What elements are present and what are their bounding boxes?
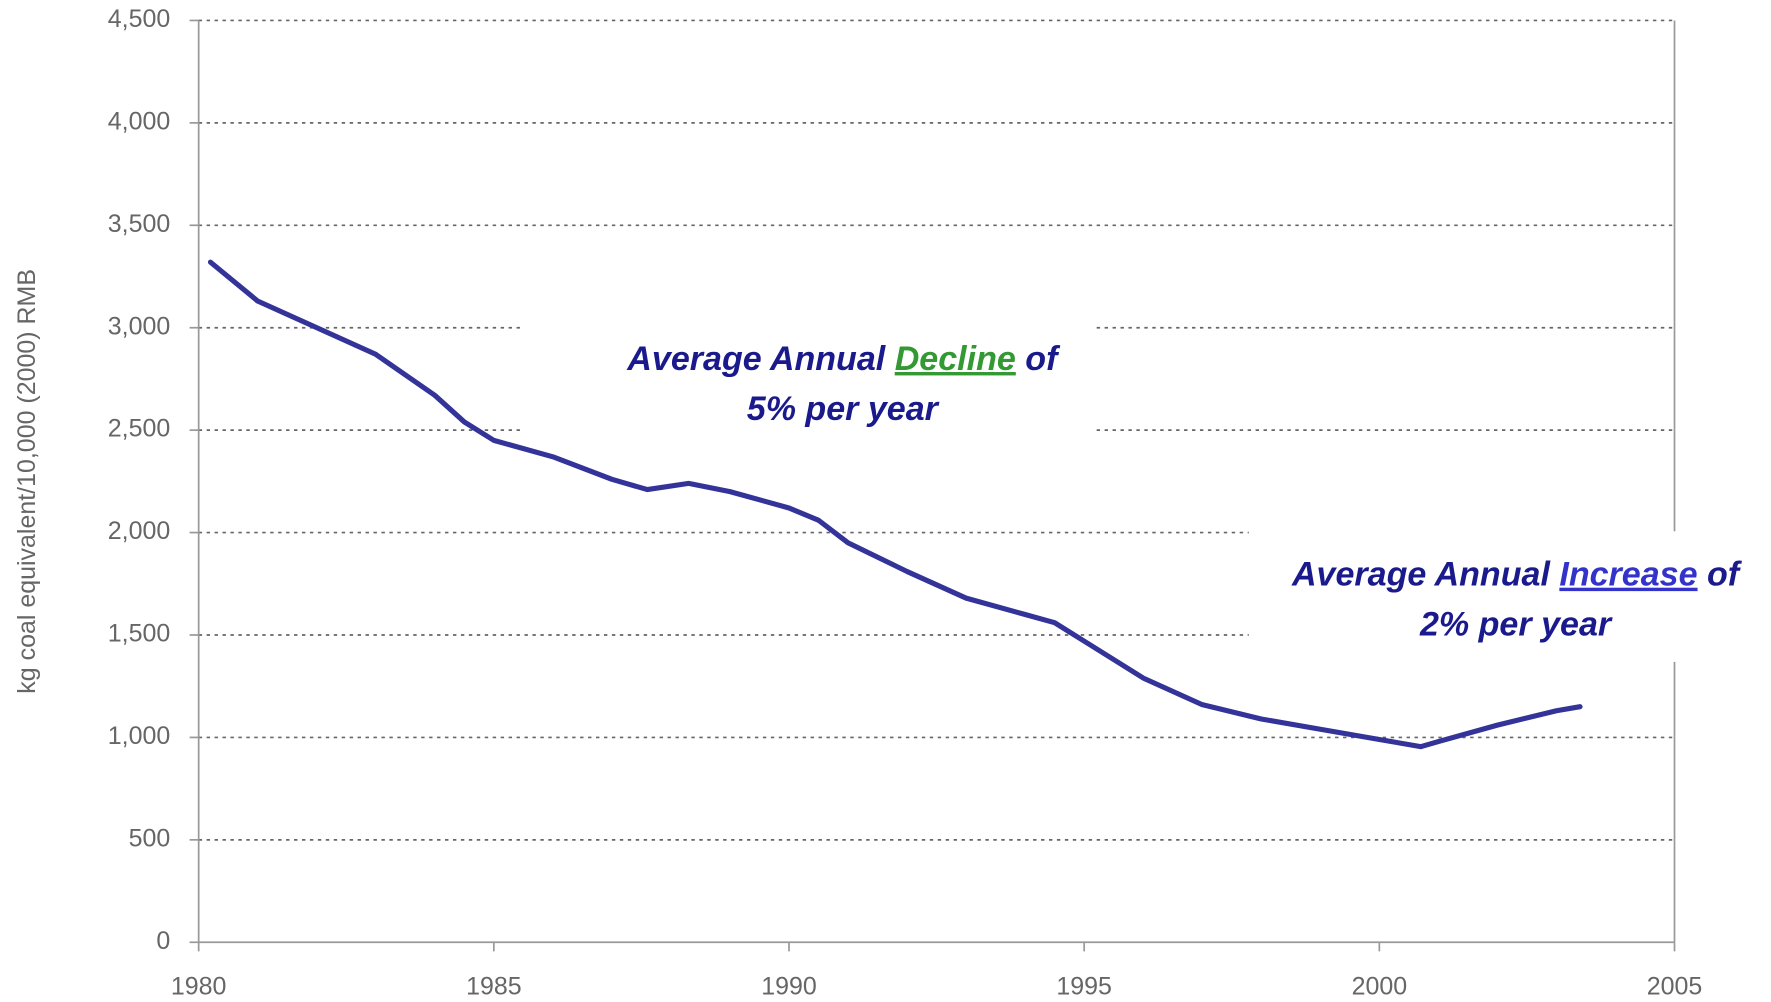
annotation: 5% per year bbox=[747, 390, 940, 428]
annotation-text: of bbox=[1016, 340, 1061, 378]
x-tick-label: 1980 bbox=[171, 972, 227, 1000]
x-tick-label: 2005 bbox=[1647, 972, 1703, 1000]
annotation-background bbox=[1248, 531, 1676, 662]
annotation: Average Annual Increase of bbox=[1291, 556, 1743, 594]
x-tick-label: 1985 bbox=[466, 972, 522, 1000]
annotation-highlight: Increase bbox=[1559, 556, 1697, 594]
annotation: Average Annual Decline of bbox=[626, 340, 1061, 378]
annotation: 2% per year bbox=[1419, 606, 1613, 644]
y-tick-label: 3,500 bbox=[108, 210, 170, 238]
y-tick-label: 0 bbox=[156, 927, 170, 955]
x-tick-label: 1990 bbox=[761, 972, 817, 1000]
y-axis-label: kg coal equivalent/10,000 (2000) RMB bbox=[13, 269, 41, 694]
y-tick-label: 500 bbox=[129, 824, 171, 852]
line bbox=[207, 259, 1583, 750]
y-tick-label: 1,500 bbox=[108, 620, 170, 648]
y-tick-label: 4,000 bbox=[108, 107, 170, 135]
y-tick-label: 3,000 bbox=[108, 312, 170, 340]
y-tick-label: 4,500 bbox=[108, 5, 170, 33]
annotation-text: Average Annual bbox=[1291, 556, 1559, 594]
y-tick-label: 2,000 bbox=[108, 517, 170, 545]
annotation-text: Average Annual bbox=[626, 340, 894, 378]
x-tick-label: 2000 bbox=[1352, 972, 1408, 1000]
annotation-background bbox=[522, 320, 1096, 531]
annotation-highlight: Decline bbox=[895, 340, 1016, 378]
y-tick-label: 2,500 bbox=[108, 415, 170, 443]
annotation-text: of bbox=[1698, 556, 1743, 594]
x-tick-label: 1995 bbox=[1056, 972, 1112, 1000]
y-tick-label: 1,000 bbox=[108, 722, 170, 750]
